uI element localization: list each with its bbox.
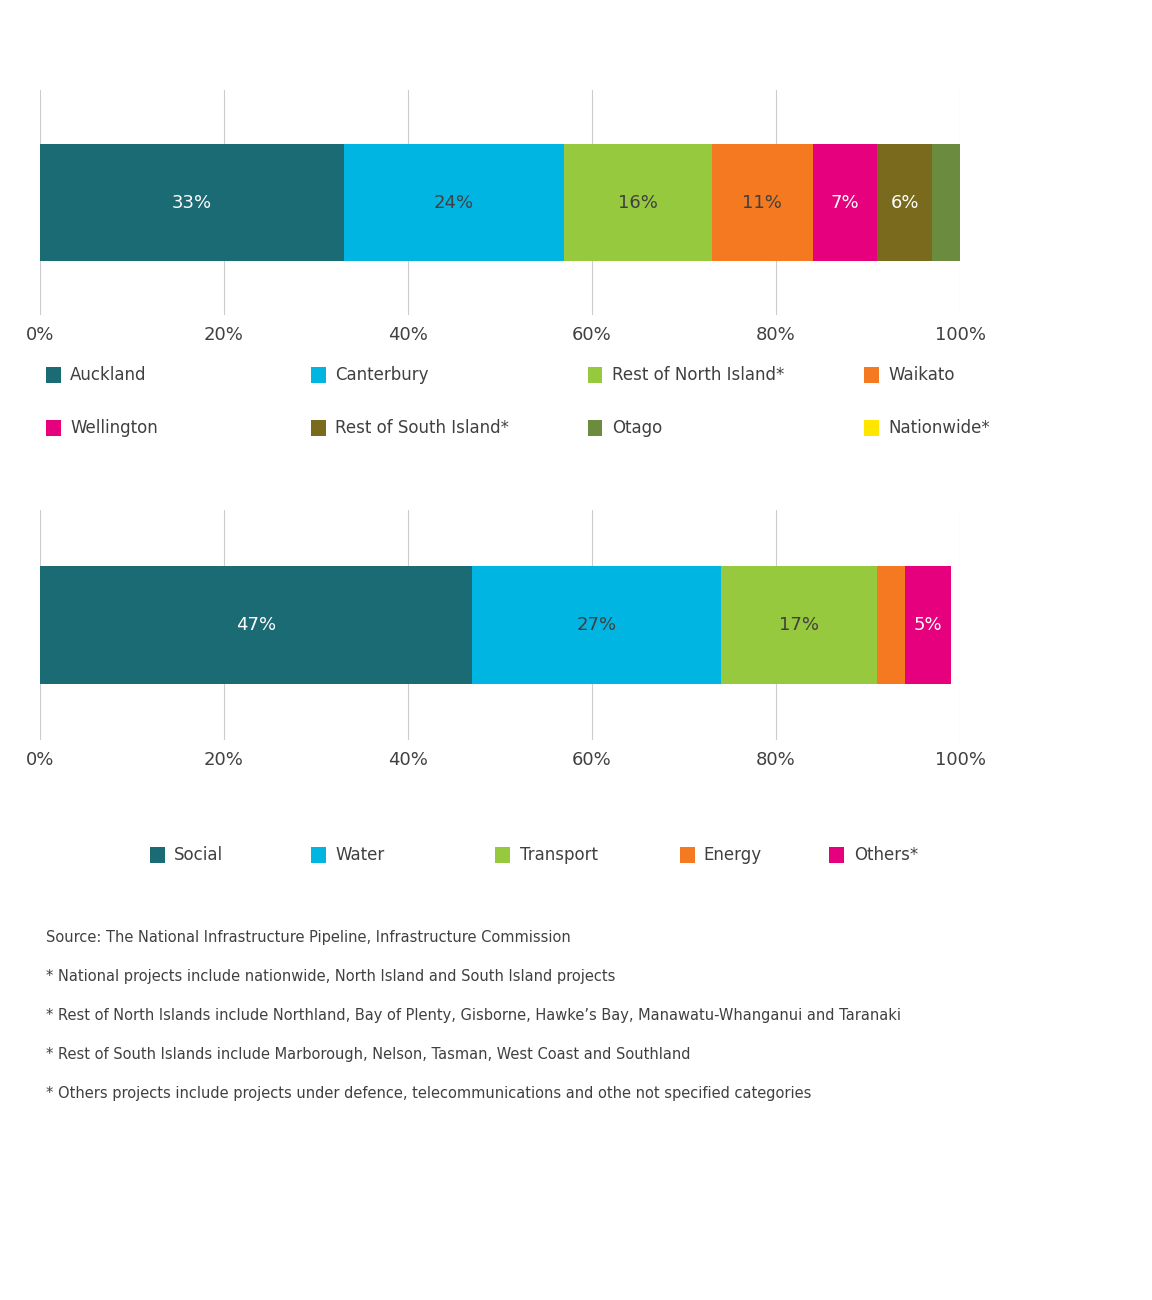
Text: Transport: Transport — [520, 846, 598, 865]
Bar — [343, 144, 564, 260]
Text: Nationwide*: Nationwide* — [888, 419, 990, 437]
Text: 27%: 27% — [576, 616, 616, 634]
Text: 7%: 7% — [831, 194, 859, 212]
Bar — [904, 566, 950, 684]
Bar — [40, 566, 472, 684]
Bar — [813, 144, 877, 260]
Text: 11%: 11% — [742, 194, 782, 212]
Text: Energy: Energy — [704, 846, 761, 865]
Text: Source: The National Infrastructure Pipeline, Infrastructure Commission: Source: The National Infrastructure Pipe… — [46, 930, 571, 945]
Text: Water: Water — [335, 846, 385, 865]
Text: Others*: Others* — [854, 846, 918, 865]
Text: 33%: 33% — [172, 194, 212, 212]
Bar — [877, 144, 932, 260]
Text: * National projects include nationwide, North Island and South Island projects: * National projects include nationwide, … — [46, 968, 615, 984]
Bar — [932, 144, 960, 260]
Text: Rest of South Island*: Rest of South Island* — [335, 419, 509, 437]
Bar — [40, 144, 343, 260]
Text: Wellington: Wellington — [70, 419, 158, 437]
Bar — [721, 566, 877, 684]
Bar — [564, 144, 712, 260]
Text: Otago: Otago — [612, 419, 662, 437]
Text: * Rest of North Islands include Northland, Bay of Plenty, Gisborne, Hawke’s Bay,: * Rest of North Islands include Northlan… — [46, 1008, 901, 1023]
Text: 47%: 47% — [236, 616, 276, 634]
Text: * Rest of South Islands include Marborough, Nelson, Tasman, West Coast and South: * Rest of South Islands include Marborou… — [46, 1046, 690, 1062]
Text: * Others projects include projects under defence, telecommunications and othe no: * Others projects include projects under… — [46, 1086, 811, 1101]
Bar — [712, 144, 813, 260]
Text: 16%: 16% — [619, 194, 658, 212]
Text: Social: Social — [174, 846, 223, 865]
Bar — [877, 566, 904, 684]
Bar — [472, 566, 721, 684]
Text: 5%: 5% — [914, 616, 942, 634]
Text: Rest of North Island*: Rest of North Island* — [612, 367, 785, 384]
Text: Waikato: Waikato — [888, 367, 955, 384]
Text: Auckland: Auckland — [70, 367, 146, 384]
Bar — [960, 144, 969, 260]
Text: Canterbury: Canterbury — [335, 367, 429, 384]
Text: 17%: 17% — [779, 616, 819, 634]
Text: 6%: 6% — [890, 194, 919, 212]
Text: 24%: 24% — [434, 194, 475, 212]
